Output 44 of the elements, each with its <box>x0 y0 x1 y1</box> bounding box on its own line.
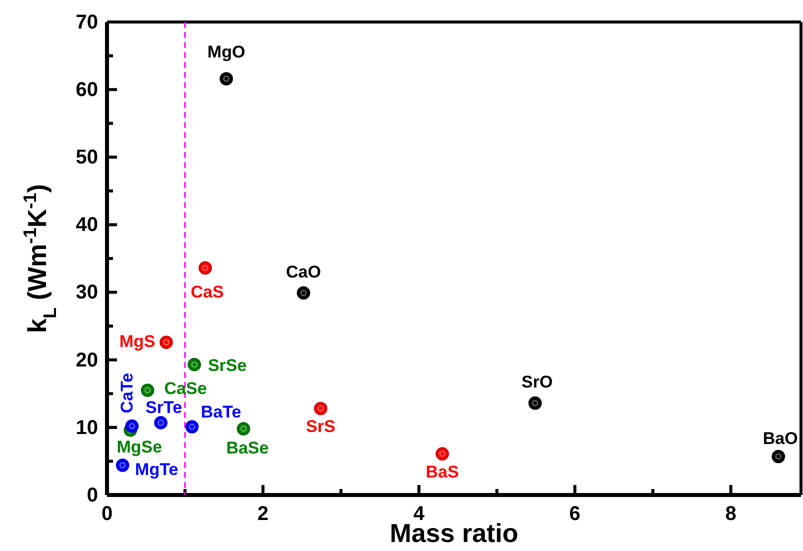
point <box>314 402 328 416</box>
point <box>772 450 786 464</box>
annotation: SrO <box>522 372 553 392</box>
y-tick-label: 40 <box>76 214 98 236</box>
y-tick-label: 50 <box>76 146 98 169</box>
annotation: MgO <box>207 42 246 62</box>
annotation: CaO <box>286 262 321 282</box>
annotation: MgTe <box>135 460 178 479</box>
point <box>220 72 233 86</box>
point <box>125 419 139 433</box>
annotation: MgSe <box>116 438 162 457</box>
annotation: CaS <box>190 282 224 302</box>
annotation: SrSe <box>208 356 247 376</box>
annotation: CaSe <box>164 378 207 398</box>
point <box>236 422 250 436</box>
point <box>140 384 154 397</box>
x-tick-label: 0 <box>101 503 113 525</box>
y-tick-label: 70 <box>76 11 98 34</box>
point <box>160 336 173 349</box>
point <box>185 420 199 434</box>
x-tick-label: 2 <box>257 503 269 525</box>
y-tick-label: 0 <box>86 484 98 506</box>
x-tick-label: 6 <box>569 503 580 525</box>
annotation: SrS <box>306 417 336 436</box>
annotation: BaTe <box>200 402 242 422</box>
point <box>188 358 201 372</box>
point <box>296 286 310 300</box>
point <box>436 447 449 460</box>
annotation: BaSe <box>226 438 269 458</box>
y-tick-label: 30 <box>76 282 98 304</box>
point <box>198 261 212 275</box>
y-tick-label: 60 <box>76 78 98 101</box>
point <box>154 416 168 430</box>
point <box>528 396 542 410</box>
point <box>116 458 130 472</box>
x-tick-label: 8 <box>725 503 736 525</box>
annotation: SrTe <box>146 398 182 418</box>
y-tick-label: 10 <box>76 416 98 439</box>
annotation: BaO <box>762 428 798 448</box>
y-tick-label: 20 <box>76 349 98 372</box>
x-tick-label: 4 <box>413 503 426 525</box>
annotation: CaTe <box>117 372 136 414</box>
annotation: BaS <box>426 462 459 482</box>
annotation: MgS <box>119 332 156 351</box>
